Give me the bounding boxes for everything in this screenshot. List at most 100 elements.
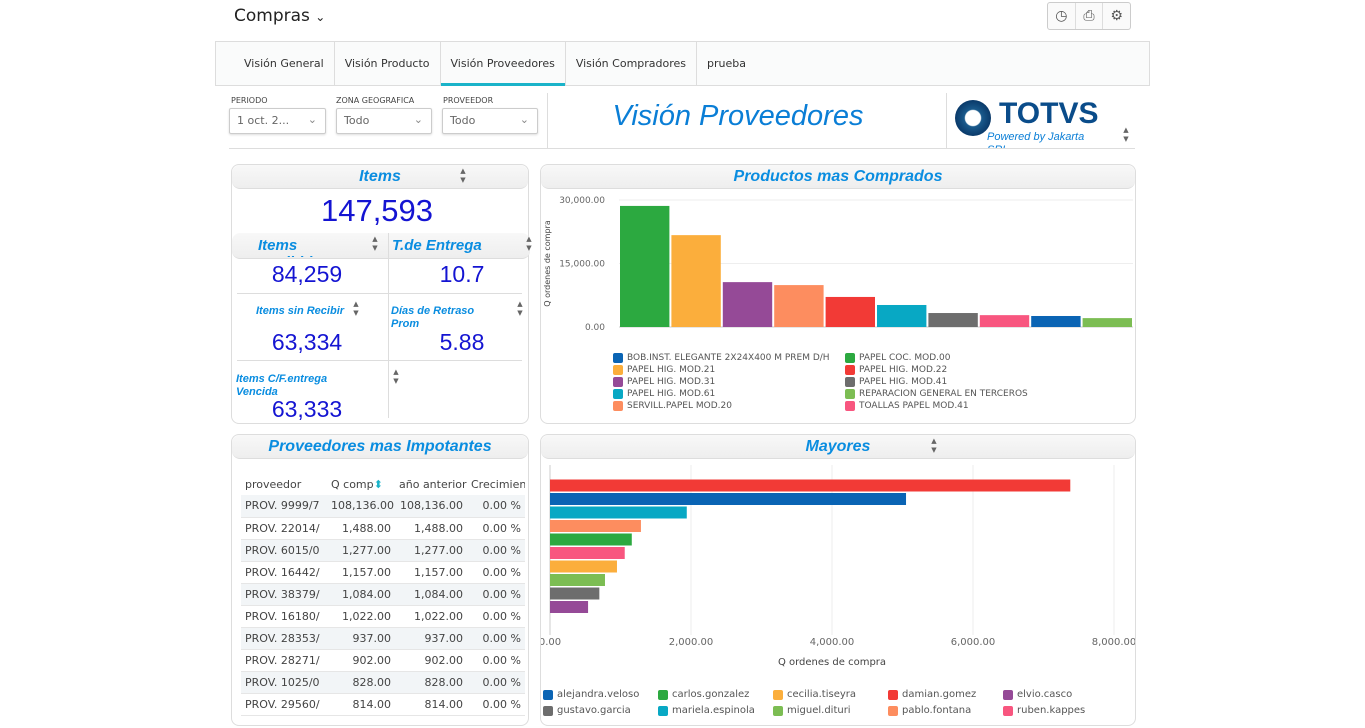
legend-label: PAPEL COC. MOD.00 bbox=[859, 353, 951, 363]
bar bbox=[979, 315, 1030, 327]
legend-swatch bbox=[845, 377, 855, 387]
legend-item[interactable]: gustavo.garcia bbox=[543, 705, 658, 716]
table-row[interactable]: PROV. 28271/902.00 902.00 0.00 % bbox=[241, 649, 525, 672]
proveedor-value: Todo bbox=[450, 114, 476, 127]
legend-item[interactable]: PAPEL HIG. MOD.41 bbox=[845, 377, 1075, 387]
legend-item[interactable]: SERVILL.PAPEL MOD.20 bbox=[613, 401, 845, 411]
tab-vision-producto[interactable]: Visión Producto bbox=[335, 41, 441, 86]
stepper[interactable]: ▲ ▼ bbox=[372, 235, 378, 252]
print-icon[interactable]: ⎙ bbox=[1076, 3, 1104, 29]
clock-icon[interactable]: ◷ bbox=[1048, 3, 1076, 29]
legend-item[interactable]: carlos.gonzalez bbox=[658, 689, 773, 700]
kpi-label: T.de Entrega Prom bbox=[392, 237, 482, 257]
table-cell: 1,022.00 bbox=[395, 605, 467, 628]
zona-label: ZONA GEOGRAFICA bbox=[336, 96, 415, 105]
legend-item[interactable]: PAPEL HIG. MOD.61 bbox=[613, 389, 845, 399]
stepper[interactable]: ▲ ▼ bbox=[931, 437, 937, 454]
legend-swatch bbox=[845, 365, 855, 375]
column-header[interactable]: año anterior bbox=[399, 477, 467, 491]
table-row[interactable]: PROV. 1025/0 828.00 828.00 0.00 % bbox=[241, 671, 525, 694]
table-row[interactable]: PROV. 38379/1,084.00 1,084.00 0.00 % bbox=[241, 583, 525, 606]
legend-item[interactable]: cecilia.tiseyra bbox=[773, 689, 888, 700]
bar bbox=[550, 601, 589, 613]
legend-item[interactable]: damian.gomez bbox=[888, 689, 1003, 700]
table-cell: 1,157.00 bbox=[327, 561, 395, 584]
gear-icon[interactable]: ⚙ bbox=[1110, 8, 1123, 24]
x-tick-label: 4,000.00 bbox=[810, 637, 855, 648]
proveedor-select[interactable]: Todo ⌄ bbox=[442, 108, 538, 134]
legend-item[interactable]: PAPEL HIG. MOD.21 bbox=[613, 365, 845, 375]
legend-label: carlos.gonzalez bbox=[672, 689, 750, 700]
periodo-select[interactable]: 1 oct. 2... ⌄ bbox=[229, 108, 326, 134]
tab-vision-compradores[interactable]: Visión Compradores bbox=[566, 41, 698, 86]
table-cell: PROV. 28271/ bbox=[241, 649, 327, 672]
legend-swatch bbox=[888, 689, 898, 700]
legend-label: BOB.INST. ELEGANTE 2X24X400 M PREM D/H bbox=[627, 353, 830, 363]
column-header[interactable]: Crecimient bbox=[471, 477, 525, 491]
mayores-chart-panel: Mayores ▲ ▼ 0.00 2,000.00 4,000.00 6,000.00 8… bbox=[540, 434, 1136, 726]
table-cell: 1,488.00 bbox=[327, 517, 395, 540]
legend-item[interactable]: REPARACION GENERAL EN TERCEROS bbox=[845, 389, 1075, 399]
legend-label: elvio.casco bbox=[1017, 689, 1073, 700]
table-row[interactable]: PROV. 9999/7 108,136.00 108,136.00 0.00 % bbox=[241, 495, 525, 518]
tab-vision-proveedores[interactable]: Visión Proveedores bbox=[440, 41, 566, 86]
table-cell: PROV. 16442/ bbox=[241, 561, 327, 584]
tab-prueba[interactable]: prueba bbox=[707, 57, 746, 70]
column-header[interactable]: proveedor bbox=[245, 477, 302, 491]
legend-item[interactable]: miguel.dituri bbox=[773, 705, 888, 716]
legend-item[interactable]: alejandra.veloso bbox=[543, 689, 658, 700]
y-tick-label: 30,000.00 bbox=[559, 196, 605, 206]
table-row[interactable]: PROV. 6015/0 1,277.00 1,277.00 0.00 % bbox=[241, 539, 525, 562]
table-cell: 1,084.00 bbox=[395, 583, 467, 606]
kpi-value: 63,333 bbox=[271, 396, 343, 422]
sort-icon[interactable]: ⬍ bbox=[373, 477, 383, 491]
proveedores-panel: Proveedores mas Impotantes proveedor Q c… bbox=[231, 434, 529, 726]
table-cell: 0.00 % bbox=[467, 517, 525, 540]
legend-item[interactable]: PAPEL HIG. MOD.22 bbox=[845, 365, 1075, 375]
toolbar: ◷ ⎙ ⚙ bbox=[1047, 2, 1131, 30]
app-title: Compras bbox=[234, 6, 310, 26]
kpi-label: Items Recibidos bbox=[258, 237, 330, 257]
legend-item[interactable]: ruben.kappes bbox=[1003, 705, 1118, 716]
app-title-dropdown[interactable]: Compras ⌄ bbox=[234, 6, 325, 26]
stepper[interactable]: ▲ ▼ bbox=[517, 300, 523, 317]
legend-label: PAPEL HIG. MOD.41 bbox=[859, 377, 948, 387]
table-row[interactable]: PROV. 28353/937.00 937.00 0.00 % bbox=[241, 627, 525, 650]
tab-vision-general[interactable]: Visión General bbox=[234, 41, 335, 86]
chevron-down-icon: ⌄ bbox=[307, 113, 317, 126]
tab-bar: Visión General Visión Producto Visión Pr… bbox=[215, 41, 1150, 86]
stepper[interactable]: ▲ ▼ bbox=[460, 167, 466, 184]
bar bbox=[825, 296, 875, 327]
kpi-total-value: 147,593 bbox=[320, 193, 434, 228]
bar bbox=[550, 560, 617, 573]
proveedores-title: Proveedores mas Impotantes bbox=[232, 435, 528, 459]
legend-item[interactable]: mariela.espinola bbox=[658, 705, 773, 716]
stepper[interactable]: ▲ ▼ bbox=[393, 368, 399, 385]
table-cell: PROV. 29560/ bbox=[241, 693, 327, 716]
periodo-value: 1 oct. 2... bbox=[237, 114, 290, 127]
table-row[interactable]: PROV. 16180/1,022.00 1,022.00 0.00 % bbox=[241, 605, 525, 628]
bar bbox=[1082, 318, 1132, 327]
stepper[interactable]: ▲ ▼ bbox=[526, 235, 532, 252]
kpi-label: Items sin Recibir bbox=[256, 305, 345, 317]
divider bbox=[547, 93, 548, 148]
legend-item[interactable]: elvio.casco bbox=[1003, 689, 1118, 700]
legend-label: PAPEL HIG. MOD.22 bbox=[859, 365, 948, 375]
legend-item[interactable]: pablo.fontana bbox=[888, 705, 1003, 716]
table-row[interactable]: PROV. 22014/1,488.00 1,488.00 0.00 % bbox=[241, 517, 525, 540]
table-row[interactable]: PROV. 16442/1,157.00 1,157.00 0.00 % bbox=[241, 561, 525, 584]
scroll-stepper[interactable]: ▲ ▼ bbox=[1123, 126, 1129, 143]
legend-item[interactable]: PAPEL COC. MOD.00 bbox=[845, 353, 1075, 363]
zona-select[interactable]: Todo ⌄ bbox=[336, 108, 432, 134]
table-row[interactable]: PROV. 29560/814.00 814.00 0.00 % bbox=[241, 693, 525, 716]
legend-label: pablo.fontana bbox=[902, 705, 972, 716]
legend-item[interactable]: TOALLAS PAPEL MOD.41 bbox=[845, 401, 1075, 411]
column-header-sorted[interactable]: Q comp⬍ bbox=[327, 473, 395, 495]
table-cell: 0.00 % bbox=[467, 693, 525, 716]
zona-value: Todo bbox=[344, 114, 370, 127]
legend-item[interactable]: BOB.INST. ELEGANTE 2X24X400 M PREM D/H bbox=[613, 353, 845, 363]
legend-item[interactable]: PAPEL HIG. MOD.31 bbox=[613, 377, 845, 387]
stepper[interactable]: ▲ ▼ bbox=[353, 300, 359, 317]
table-cell: 814.00 bbox=[327, 693, 395, 716]
table-cell: 1,157.00 bbox=[395, 561, 467, 584]
